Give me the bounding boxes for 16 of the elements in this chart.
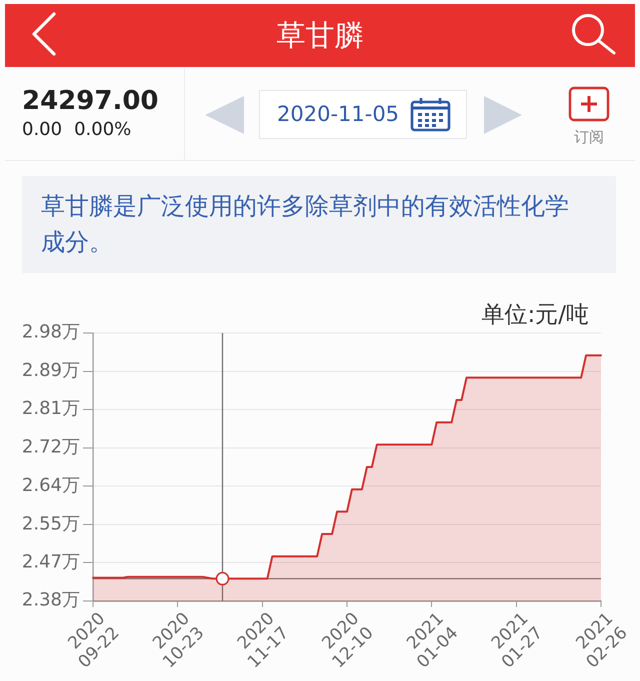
y-tick-label: 2.55万	[22, 513, 80, 534]
text: 0.00	[22, 119, 62, 140]
y-tick-label: 2.89万	[22, 360, 80, 382]
y-axis-title: 单位:元/吨	[482, 302, 589, 328]
y-tick-label: 2.38万	[22, 590, 80, 611]
y-tick-label: 2.98万	[22, 322, 80, 343]
chart-subtitle: 草甘膦是广泛使用的许多除草剂中的有效活性化学成分。	[41, 191, 570, 258]
y-tick-label: 2.72万	[22, 436, 80, 458]
text: 订阅	[573, 128, 605, 146]
chart-title: 草甘膦	[276, 17, 364, 54]
text: 2020-11-05	[277, 101, 400, 127]
y-tick-label: 2.64万	[22, 474, 80, 496]
y-tick-label: 2.81万	[22, 398, 80, 420]
text: 0.00%	[74, 119, 132, 140]
text: 24297.00	[22, 85, 159, 117]
y-tick-label: 2.47万	[22, 551, 80, 572]
